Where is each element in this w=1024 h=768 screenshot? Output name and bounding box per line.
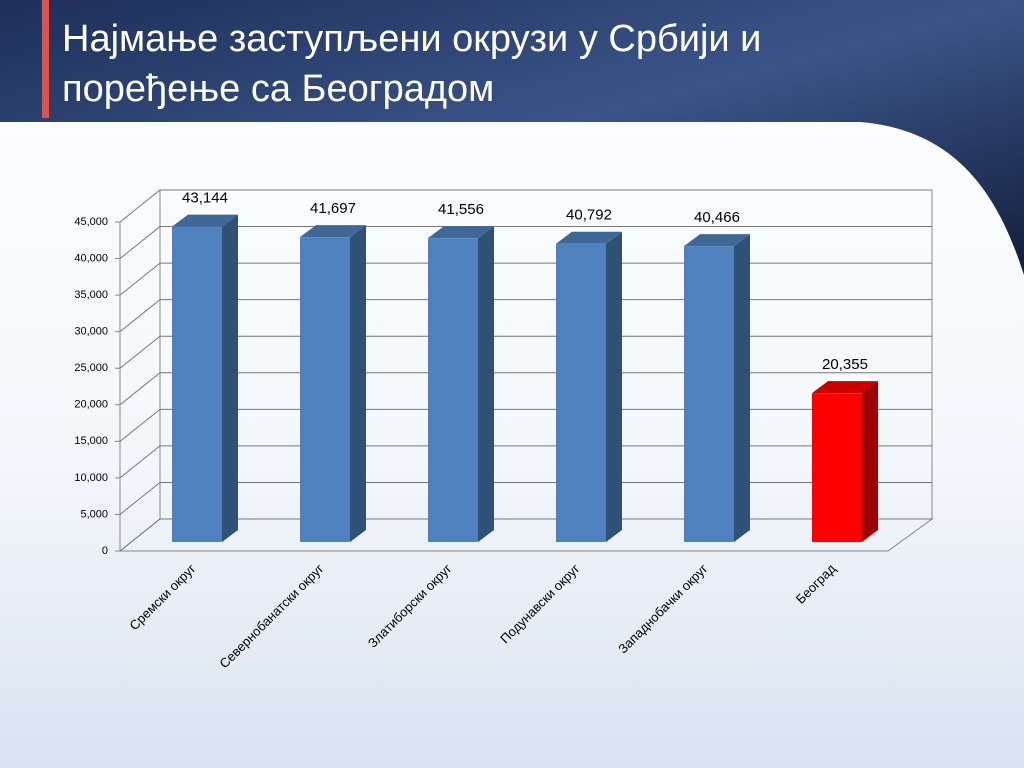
grid-line bbox=[119, 445, 932, 479]
y-tick-label: 20,000 bbox=[74, 399, 108, 411]
value-label: 41,556 bbox=[438, 201, 484, 218]
bar bbox=[812, 393, 862, 542]
bar-side bbox=[734, 234, 750, 543]
bar-top bbox=[428, 226, 494, 239]
header-image bbox=[0, 0, 1024, 275]
y-tick-label: 10,000 bbox=[74, 472, 108, 484]
bar-top bbox=[172, 214, 238, 227]
bar bbox=[684, 246, 734, 543]
value-label: 40,466 bbox=[694, 209, 740, 226]
grid-line bbox=[119, 408, 932, 442]
bar bbox=[172, 226, 222, 542]
bar bbox=[556, 243, 606, 543]
y-tick-label: 35,000 bbox=[74, 289, 108, 301]
value-label: 20,355 bbox=[822, 356, 868, 373]
slide-title: Најмање заступљени окрузи у Србији и пор… bbox=[62, 18, 762, 110]
y-tick-label: 25,000 bbox=[74, 362, 108, 374]
bar-side bbox=[350, 225, 366, 542]
value-label: 43,144 bbox=[182, 190, 228, 207]
bar-top bbox=[684, 234, 750, 247]
y-tick-label: 5,000 bbox=[80, 508, 108, 520]
bar-top bbox=[812, 381, 878, 394]
grid-line bbox=[119, 518, 932, 552]
grid-line bbox=[119, 226, 932, 259]
bar-side bbox=[606, 231, 622, 543]
bar-top bbox=[556, 231, 622, 244]
grid-line bbox=[119, 481, 932, 515]
y-tick-label: 15,000 bbox=[74, 435, 108, 447]
bar-side bbox=[862, 381, 878, 542]
grid-line bbox=[119, 262, 932, 296]
grid-line bbox=[119, 335, 932, 369]
grid-line bbox=[119, 189, 932, 223]
bar-top bbox=[300, 225, 366, 238]
y-tick-label: 45,000 bbox=[74, 216, 108, 228]
bar-side bbox=[222, 214, 238, 542]
value-label: 41,697 bbox=[310, 200, 356, 217]
accent-bar bbox=[42, 0, 49, 118]
grid-line bbox=[119, 299, 932, 333]
y-tick-label: 0 bbox=[102, 545, 108, 557]
bar bbox=[300, 237, 350, 542]
grid-line bbox=[119, 372, 932, 406]
y-tick-label: 40,000 bbox=[74, 252, 108, 264]
y-tick-label: 30,000 bbox=[74, 326, 108, 338]
bar-side bbox=[478, 226, 494, 542]
value-label: 40,792 bbox=[566, 207, 612, 224]
bar bbox=[428, 238, 478, 542]
